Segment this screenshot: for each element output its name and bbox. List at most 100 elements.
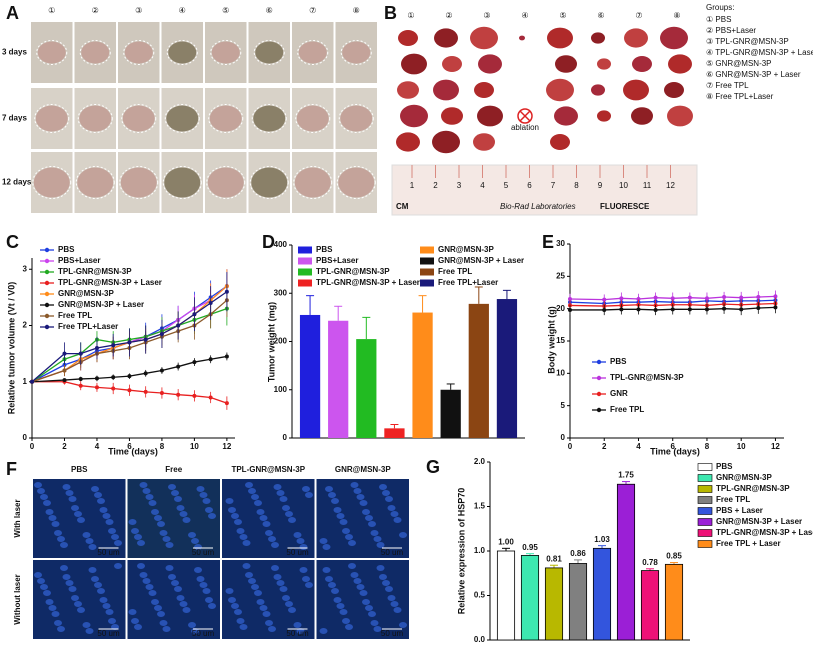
nucleus [71, 595, 79, 601]
legend-swatch [697, 540, 713, 548]
bar [496, 299, 518, 438]
nucleus [202, 588, 211, 594]
y-tick-label: 100 [274, 385, 288, 394]
nucleus [279, 586, 288, 592]
tissue [478, 54, 502, 74]
nucleus [208, 603, 216, 609]
ruler-number: 4 [480, 181, 485, 190]
series-line [569, 302, 776, 307]
tissue [397, 81, 419, 99]
nucleus [165, 542, 174, 548]
nucleus [273, 574, 282, 580]
tissue [591, 84, 605, 96]
tumor-outline [75, 166, 115, 199]
series-line [569, 299, 776, 305]
skin-patch [81, 41, 110, 64]
data-point [159, 391, 164, 395]
scale-bar-label: 50 um [97, 548, 120, 557]
tissue [401, 53, 427, 75]
y-tick-label: 25 [556, 271, 565, 280]
legend-marker [44, 291, 50, 297]
tumor-outline [77, 104, 113, 133]
panel-letter: C [6, 232, 19, 252]
nucleus [256, 509, 265, 515]
nucleus [336, 513, 345, 519]
data-point [224, 354, 229, 359]
nucleus [179, 601, 188, 607]
data-point [159, 331, 164, 336]
data-point [127, 388, 132, 393]
nucleus [265, 620, 273, 626]
nucleus [51, 611, 60, 617]
nucleus [236, 528, 245, 534]
legend-label: GNR@MSN-3P [58, 289, 114, 298]
scale-bar-label: 50 um [286, 548, 309, 557]
value-label: 1.00 [498, 537, 514, 546]
bar [328, 320, 349, 438]
column-label: ① [407, 11, 414, 20]
legend-marker [44, 302, 50, 308]
skin-patch [253, 105, 286, 132]
tissue [554, 106, 578, 126]
nucleus [145, 584, 154, 590]
legend-label: GNR@MSN-3P + Laser [438, 256, 524, 265]
legend-label: Free TPL + Laser [716, 539, 781, 548]
x-tick-label: 4 [636, 442, 641, 451]
nucleus [131, 618, 139, 624]
nucleus [245, 482, 253, 488]
ruler-number: 5 [504, 181, 509, 190]
nucleus [353, 488, 362, 494]
bar [640, 570, 660, 641]
nucleus [342, 528, 350, 534]
tissue [546, 78, 574, 102]
nucleus [285, 511, 293, 517]
legend-marker [44, 269, 50, 275]
tissue [632, 56, 652, 72]
nucleus [57, 536, 65, 542]
nucleus [333, 507, 342, 513]
nucleus [179, 511, 188, 517]
tumor-outline [253, 40, 285, 65]
nucleus [276, 490, 285, 496]
nucleus [234, 609, 242, 615]
nucleus [268, 626, 276, 632]
nucleus [159, 530, 168, 536]
nucleus [74, 601, 82, 607]
tumor-outline [32, 166, 72, 199]
legend-swatch [697, 474, 713, 482]
tissue [660, 26, 688, 50]
x-tick-label: 2 [602, 442, 607, 451]
nucleus [356, 584, 365, 590]
nucleus [319, 538, 328, 544]
tumor-outline [338, 104, 374, 133]
nucleus [99, 507, 108, 513]
nucleus [368, 521, 376, 527]
tissue [442, 56, 462, 72]
data-point [568, 307, 572, 312]
nucleus [162, 536, 171, 542]
scale-bar-label: 50 um [97, 629, 120, 638]
data-point [224, 289, 229, 294]
nucleus [256, 599, 265, 605]
nucleus [305, 492, 313, 498]
nucleus [282, 505, 290, 511]
nucleus [325, 486, 333, 492]
nucleus [154, 605, 162, 611]
nucleus [279, 496, 288, 502]
nucleus [293, 622, 302, 628]
data-point [159, 368, 164, 373]
legend-label: TPL-GNR@MSN-3P [58, 267, 132, 276]
nucleus [191, 538, 199, 544]
nucleus [148, 590, 157, 596]
tumor-outline [210, 40, 242, 65]
column-header: PBS [71, 465, 88, 474]
nucleus [288, 607, 296, 613]
skin-patch [209, 105, 242, 132]
nucleus [333, 597, 342, 603]
data-point [62, 378, 67, 383]
legend-label: PBS [316, 245, 333, 254]
nucleus [114, 540, 122, 546]
nucleus [373, 626, 382, 632]
nucleus [379, 484, 387, 490]
nucleus [271, 542, 279, 548]
